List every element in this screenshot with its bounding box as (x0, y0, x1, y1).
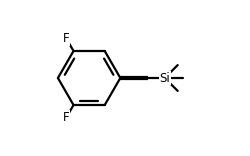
Text: F: F (63, 32, 70, 45)
Text: Si: Si (160, 71, 170, 85)
Text: F: F (63, 111, 70, 124)
